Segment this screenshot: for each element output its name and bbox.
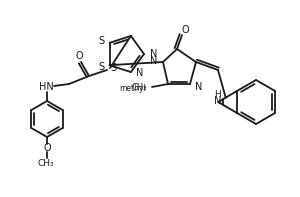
Text: S: S [98, 36, 105, 46]
Text: S: S [110, 63, 116, 73]
Text: N: N [195, 82, 202, 92]
Text: methyl: methyl [119, 84, 146, 93]
Text: S: S [98, 62, 105, 72]
Text: O: O [181, 25, 189, 35]
Text: N: N [150, 49, 158, 59]
Text: O: O [75, 51, 83, 61]
Text: CH₃: CH₃ [38, 159, 54, 167]
Text: N: N [150, 56, 157, 66]
Text: CH₃: CH₃ [131, 83, 147, 91]
Text: H: H [214, 89, 220, 98]
Text: O: O [43, 143, 51, 153]
Text: N: N [136, 68, 143, 78]
Text: N: N [214, 96, 221, 106]
Text: HN: HN [39, 82, 53, 92]
